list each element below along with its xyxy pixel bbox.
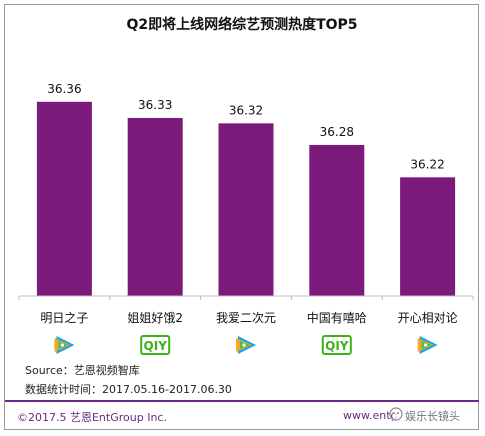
bar-5	[400, 177, 456, 296]
bar-4	[309, 144, 365, 296]
bar-2	[127, 117, 183, 296]
tencent-play-dot	[424, 343, 428, 347]
category-label-2: 姐姐好饿2	[127, 311, 183, 325]
category-label-1: 明日之子	[40, 311, 88, 325]
chart-title: Q2即将上线网络综艺预测热度TOP5	[126, 16, 357, 33]
data-label-5: 36.22	[410, 157, 444, 171]
copyright-text: ©2017.5 艺恩EntGroup Inc.	[17, 411, 167, 424]
category-label-5: 开心相对论	[398, 311, 458, 325]
iqiyi-icon-2: QIY	[140, 335, 171, 355]
data-label-1: 36.36	[47, 82, 81, 96]
data-label-4: 36.28	[320, 125, 354, 139]
source-line: Source：艺恩视频智库	[25, 364, 140, 377]
iqiyi-border	[321, 335, 352, 355]
website-text: www.entg	[343, 409, 398, 422]
tencent-play-dot	[60, 343, 64, 347]
wechat-icon	[389, 407, 403, 421]
iqiyi-icon-4: QIY	[321, 335, 352, 355]
stats-period-line: 数据统计时间：2017.05.16-2017.06.30	[25, 383, 232, 396]
tencent-video-icon-5	[417, 336, 438, 354]
category-label-4: 中国有嘻哈	[307, 310, 367, 325]
bar-1	[36, 101, 92, 296]
iqiyi-text: QIY	[325, 339, 349, 353]
tencent-video-icon-3	[236, 336, 256, 354]
tencent-video-icon-1	[54, 336, 75, 354]
iqiyi-border	[140, 335, 171, 355]
data-label-2: 36.33	[138, 98, 172, 112]
category-label-3: 我爱二次元	[216, 311, 276, 325]
watermark-text: 娱乐长镜头	[405, 410, 460, 423]
bar-3	[218, 123, 274, 296]
tencent-play-dot	[242, 343, 246, 347]
data-label-3: 36.32	[229, 103, 263, 117]
watermark-backdrop	[393, 406, 475, 424]
iqiyi-text: QIY	[144, 339, 168, 353]
